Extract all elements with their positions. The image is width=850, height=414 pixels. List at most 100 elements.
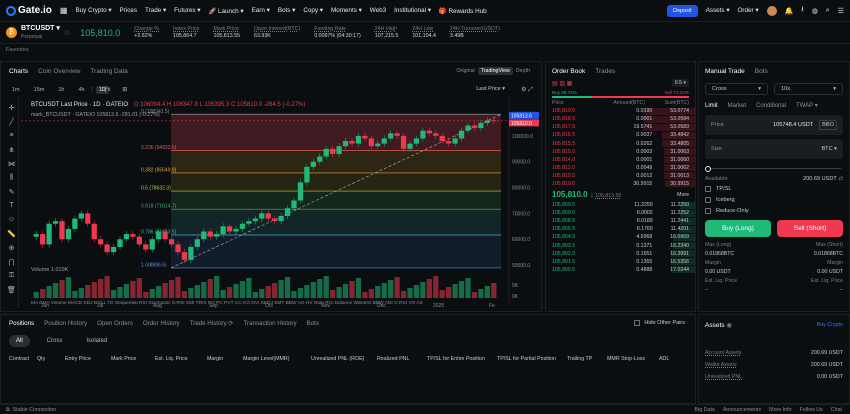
buy-long-button[interactable]: Buy (Long)	[705, 220, 771, 237]
option-2[interactable]: Reduce-Only	[699, 205, 849, 216]
layout-icon[interactable]: ⊞	[122, 87, 128, 93]
symbol-selector[interactable]: BTCUSDT ▾ Perpetual	[21, 24, 60, 40]
lock-icon[interactable]: ⚿	[8, 271, 15, 279]
view-tab-1[interactable]: TradingView	[477, 67, 513, 75]
interval-1m[interactable]: 1m	[12, 87, 20, 93]
gear-icon[interactable]: ⚙	[521, 87, 527, 93]
settings-icon[interactable]: ☰	[837, 7, 844, 15]
view-tab-0[interactable]: Original	[456, 68, 475, 74]
hide-other-pairs[interactable]: Hide Other Pairs	[634, 320, 685, 326]
nav-item[interactable]: Futures ▾	[174, 7, 201, 14]
orderbook-row[interactable]: 105,818.5 0.0001 53.0584	[546, 115, 695, 123]
bbo-button[interactable]: BBO	[819, 120, 837, 130]
positions-tab-2[interactable]: Open Orders	[97, 320, 133, 327]
orderbook-row[interactable]: 105,812.0 0.0049 31.0062	[546, 164, 695, 172]
depth-select[interactable]: 0.5 ▾	[671, 79, 689, 87]
orderbook-row[interactable]: 105,810.0 30.9915 30.9915	[546, 180, 695, 188]
crosshair-icon[interactable]: ✛	[8, 104, 15, 112]
nav-item[interactable]: 🎁 Rewards Hub	[438, 7, 487, 15]
filter-0[interactable]: All	[9, 335, 30, 347]
orderbook-row[interactable]: 105,809.0 0.0002 11.2252	[546, 209, 695, 217]
interval-1h[interactable]: 1h	[58, 87, 65, 93]
footer-link-4[interactable]: Chat	[830, 406, 842, 413]
price-chart[interactable]: 0 (108341.5) 0.236 (94332.6) 0.382 (85649.…	[21, 98, 541, 308]
orderbook-tab-0[interactable]: Order Book	[552, 68, 586, 75]
orderbook-row[interactable]: 105,817.5 19.5741 53.0583	[546, 123, 695, 131]
footer-link-0[interactable]: Big Data	[694, 406, 715, 413]
nav-item[interactable]: Earn ▾	[251, 7, 270, 14]
positions-tab-5[interactable]: Transaction History	[243, 320, 297, 327]
assets-menu[interactable]: Assets ▾	[705, 7, 730, 14]
size-slider[interactable]	[705, 166, 843, 172]
buy-crypto-link[interactable]: Buy Crypto	[816, 322, 843, 328]
leverage-select[interactable]: 10x ▾	[774, 83, 843, 95]
positions-tab-6[interactable]: Bots	[306, 320, 319, 327]
order-type-2[interactable]: Conditional	[756, 102, 787, 109]
orderbook-row[interactable]: 105,808.5 0.0189 11.2441	[546, 217, 695, 225]
interval-15m[interactable]: 15m	[33, 87, 45, 93]
ruler-icon[interactable]: 📏	[7, 230, 16, 238]
apps-grid-icon[interactable]: ▦	[59, 6, 68, 15]
order-menu[interactable]: Order ▾	[737, 7, 759, 14]
orderbook-row[interactable]: 105,816.5 0.0037 33.4842	[546, 131, 695, 139]
fib-icon[interactable]: ⫼	[9, 173, 14, 181]
pattern-icon[interactable]: ⋈	[8, 160, 15, 168]
favorites-bar[interactable]: Favorites	[6, 47, 29, 53]
view-tab-2[interactable]: Depth	[515, 68, 530, 74]
magnet-icon[interactable]: ⋂	[8, 258, 15, 266]
filter-2[interactable]: Isolated	[86, 338, 108, 344]
trendline-icon[interactable]: ╱	[9, 118, 14, 126]
filter-1[interactable]: Cross	[46, 338, 63, 344]
brush-icon[interactable]: ✎	[8, 188, 15, 196]
order-type-0[interactable]: Limit	[705, 102, 718, 109]
text-icon[interactable]: T	[9, 202, 14, 209]
price-input[interactable]: Price 105748.4 USDT BBO	[705, 115, 843, 135]
footer-link-3[interactable]: Follow Us	[799, 406, 823, 413]
notification-icon[interactable]: 🔔	[784, 7, 794, 15]
pitchfork-icon[interactable]: ⋔	[8, 146, 15, 154]
avatar[interactable]	[766, 5, 777, 16]
orderbook-row[interactable]: 105,815.5 0.0262 33.4805	[546, 139, 695, 147]
nav-item[interactable]: Web3	[369, 7, 387, 14]
orderbook-row[interactable]: 105,819.0 0.0190 53.0774	[546, 107, 695, 115]
nav-item[interactable]: Prices	[119, 7, 138, 14]
nav-item[interactable]: Institutional ▾	[394, 7, 431, 14]
trade-tab-0[interactable]: Manual Trade	[705, 68, 745, 75]
candle-type-icon[interactable]: ⫶	[91, 87, 93, 93]
chart-tab-2[interactable]: Trading Data	[90, 68, 128, 75]
positions-tab-4[interactable]: Trade History ⟳	[189, 320, 234, 327]
footer-link-2[interactable]: More Info	[769, 406, 792, 413]
positions-tab-0[interactable]: Positions	[9, 320, 35, 327]
interval-4h[interactable]: 4h	[78, 87, 85, 93]
globe-icon[interactable]: ◍	[811, 7, 818, 15]
nav-item[interactable]: Moments ▾	[330, 7, 362, 14]
trade-tab-1[interactable]: Bots	[754, 68, 768, 75]
margin-mode-select[interactable]: Cross ▾	[705, 83, 769, 95]
option-1[interactable]: Iceberg	[699, 194, 849, 205]
indicator-list[interactable]: MA EMA Volume MACD KDJ BOLL TD Sequentia…	[31, 301, 423, 306]
chart-tab-1[interactable]: Coin Overview	[38, 68, 81, 75]
orderbook-row[interactable]: 105,804.5 4.6968 16.0969	[546, 233, 695, 241]
deposit-button[interactable]: Deposit	[667, 4, 698, 17]
checkbox-icon[interactable]	[705, 196, 711, 203]
size-input[interactable]: Size BTC ▾	[705, 139, 843, 159]
orderbook-row[interactable]: 105,802.0 0.1651 16.3991	[546, 250, 695, 258]
orderbook-row[interactable]: 105,800.5 0.4888 17.0244	[546, 266, 695, 274]
order-type-1[interactable]: Market	[727, 102, 747, 109]
nav-item[interactable]: Trade ▾	[145, 7, 167, 14]
orderbook-row[interactable]: 105,801.5 0.1365 16.5356	[546, 258, 695, 266]
zoom-icon[interactable]: ⊕	[8, 244, 15, 252]
checkbox-icon[interactable]	[705, 207, 711, 214]
gate-logo[interactable]: Gate.io	[6, 5, 52, 16]
fullscreen-icon[interactable]: ⤢	[528, 87, 533, 93]
orderbook-row[interactable]: 105,810.5 0.0012 31.0013	[546, 172, 695, 180]
indicators-icon[interactable]: ƒx	[104, 87, 111, 93]
orderbook-row[interactable]: 105,815.0 0.0003 31.0063	[546, 148, 695, 156]
order-type-3[interactable]: TWAP ▾	[796, 103, 818, 109]
orderbook-row[interactable]: 105,805.5 0.1760 11.4201	[546, 225, 695, 233]
horizontal-line-icon[interactable]: ≡	[9, 132, 14, 139]
favorite-star-icon[interactable]: ☆	[63, 29, 71, 37]
positions-tab-3[interactable]: Order History	[142, 320, 180, 327]
checkbox-icon[interactable]	[705, 185, 711, 192]
search-icon[interactable]: ⌕	[825, 6, 830, 14]
